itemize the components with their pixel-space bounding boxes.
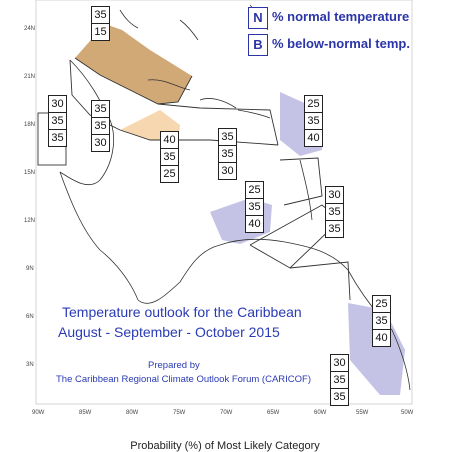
prob-cell: 35 (91, 117, 110, 135)
prob-cell: 40 (160, 131, 179, 149)
prob-cell: 30 (325, 186, 344, 204)
prob-cell: 40 (372, 329, 391, 347)
prob-cell: 35 (91, 6, 110, 24)
map-title-line2: August - September - October 2015 (58, 324, 280, 340)
prob-cell: 35 (372, 312, 391, 330)
prob-cell: 35 (325, 203, 344, 221)
prob-cell: 25 (245, 181, 264, 199)
map-frame (35, 0, 413, 405)
lat-label-12n: 12N (24, 218, 35, 224)
lat-label-3n: 3N (26, 362, 34, 368)
lon-label-55w: 55W (356, 410, 369, 416)
lat-label-18n: 18N (24, 122, 35, 128)
prob-cell: 25 (304, 95, 323, 113)
prob-cell: 40 (245, 215, 264, 233)
prob-cell: 35 (218, 145, 237, 163)
prob-cell: 40 (304, 129, 323, 147)
lon-label-85w: 85W (79, 410, 92, 416)
lon-label-75w: 75W (173, 410, 186, 416)
lon-label-90w: 90W (32, 410, 45, 416)
lat-label-15n: 15N (24, 170, 35, 176)
prob-cell: 30 (218, 162, 237, 180)
lat-label-24n: 24N (24, 26, 35, 32)
prob-cell: 35 (48, 112, 67, 130)
prob-cell: 35 (330, 388, 349, 406)
map-title-line1: Temperature outlook for the Caribbean (62, 304, 302, 320)
prob-cell: 15 (91, 23, 110, 41)
prob-cell: 25 (372, 295, 391, 313)
lat-label-6n: 6N (26, 314, 34, 320)
legend-key-below: B (248, 34, 268, 56)
prob-cell: 35 (330, 371, 349, 389)
prob-cell: 25 (160, 165, 179, 183)
prob-cell: 30 (330, 354, 349, 372)
legend-label-normal: % normal temperature (272, 9, 410, 24)
prob-cell: 35 (218, 128, 237, 146)
prob-cell: 35 (91, 100, 110, 118)
prob-cell: 30 (91, 134, 110, 152)
prob-cell: 35 (160, 148, 179, 166)
prob-cell: 35 (325, 220, 344, 238)
lon-label-70w: 70W (220, 410, 233, 416)
lon-label-80w: 80W (126, 410, 139, 416)
credit-line2: The Caribbean Regional Climate Outlook F… (56, 374, 312, 385)
lat-axis-labels: 24N 21N 18N 15N 12N 9N 6N 3N (24, 26, 35, 368)
above-normal-region-cuba (75, 24, 192, 104)
lon-label-50w: 50W (401, 410, 414, 416)
lon-label-60w: 60W (314, 410, 327, 416)
lat-label-21n: 21N (24, 74, 35, 80)
prob-cell: 35 (48, 129, 67, 147)
legend-label-below: % below-normal temp. (272, 36, 410, 51)
footer-caption: Probability (%) of Most Likely Category (130, 440, 320, 452)
prob-cell: 30 (48, 95, 67, 113)
prob-cell: 35 (304, 112, 323, 130)
prob-cell: 35 (245, 198, 264, 216)
lat-label-9n: 9N (26, 266, 34, 272)
legend-key-normal: N (248, 7, 268, 29)
lon-label-65w: 65W (267, 410, 280, 416)
credit-line1: Prepared by (148, 360, 200, 371)
lon-axis-labels: 90W 85W 80W 75W 70W 65W 60W 55W 50W (32, 410, 414, 416)
